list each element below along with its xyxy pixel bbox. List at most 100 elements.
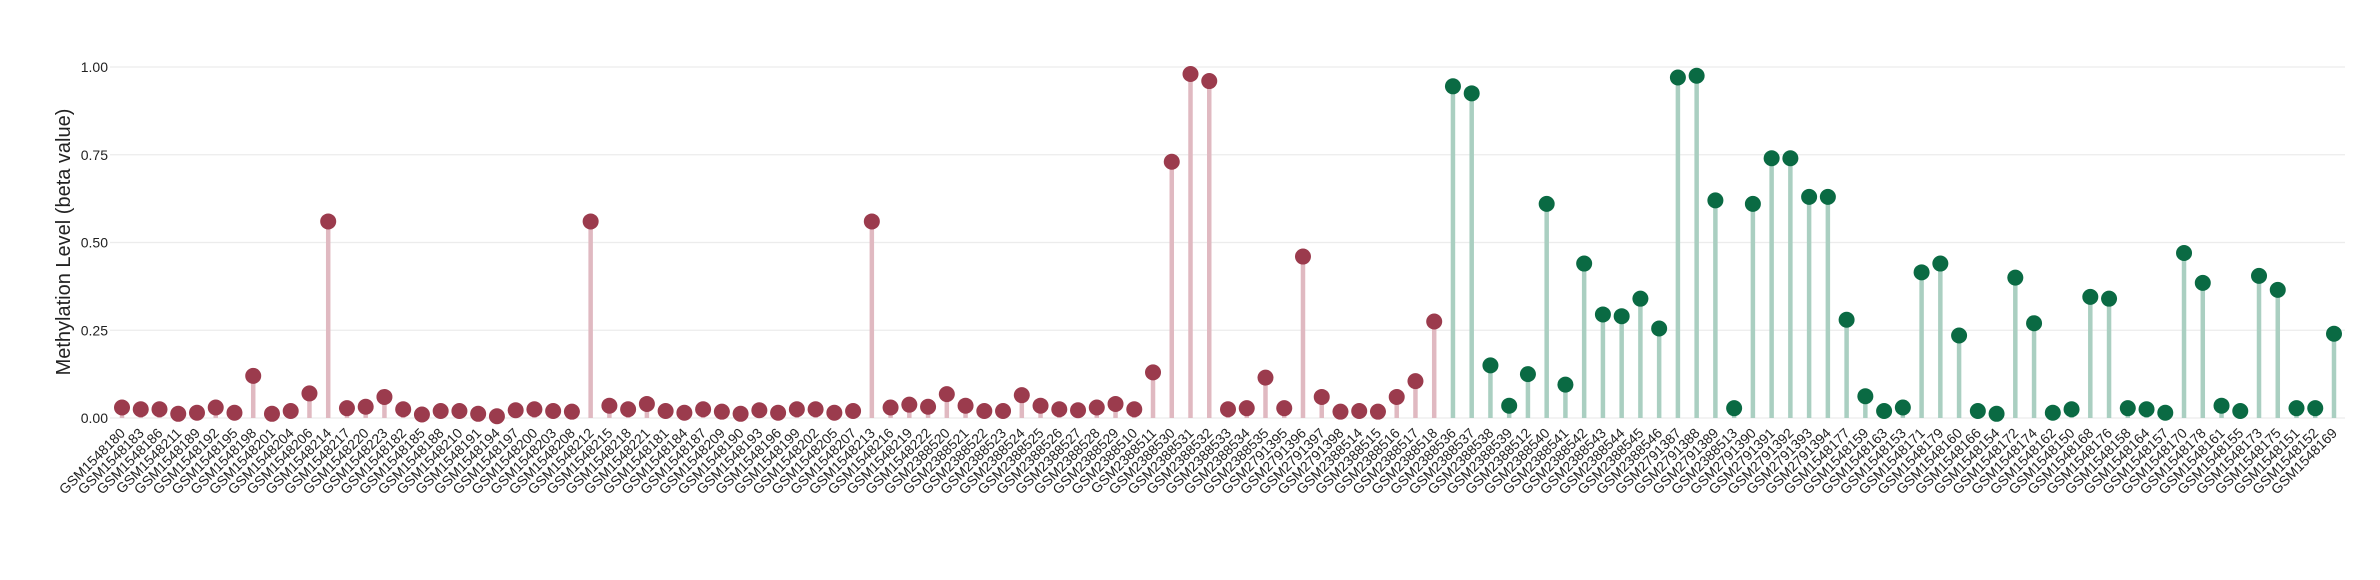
- dot: [2157, 404, 2174, 421]
- dot: [2288, 400, 2305, 417]
- dot: [1801, 188, 1818, 205]
- dot: [1332, 403, 1349, 420]
- dot: [1388, 388, 1405, 405]
- dot: [395, 401, 412, 418]
- dot: [1070, 402, 1087, 419]
- dot: [2194, 274, 2211, 291]
- dot: [1444, 78, 1461, 95]
- dot: [601, 397, 618, 414]
- dot: [2213, 397, 2230, 414]
- dot: [263, 405, 280, 422]
- dot: [245, 367, 262, 384]
- dot: [826, 404, 843, 421]
- dot: [2044, 404, 2061, 421]
- dot: [1369, 403, 1386, 420]
- dot: [713, 403, 730, 420]
- dot: [432, 402, 449, 419]
- dot: [2138, 401, 2155, 418]
- dot: [1838, 311, 1855, 328]
- dot: [1538, 195, 1555, 212]
- dot: [1126, 401, 1143, 418]
- dot: [2119, 400, 2136, 417]
- dot: [1482, 357, 1499, 374]
- dot: [1201, 73, 1218, 90]
- dot: [301, 385, 318, 402]
- dot: [1951, 327, 1968, 344]
- dot: [1463, 85, 1480, 102]
- dot: [507, 402, 524, 419]
- dot: [526, 401, 543, 418]
- dot: [1988, 405, 2005, 422]
- dot: [2326, 325, 2342, 342]
- dot: [1351, 402, 1368, 419]
- dot: [1276, 400, 1293, 417]
- dot: [470, 405, 487, 422]
- dot: [282, 402, 299, 419]
- dot: [1257, 369, 1274, 386]
- dot: [1557, 376, 1574, 393]
- dot: [1519, 366, 1536, 383]
- dot: [451, 402, 468, 419]
- dot: [2176, 245, 2193, 262]
- dot: [1426, 313, 1443, 330]
- dot: [976, 402, 993, 419]
- dot: [1088, 399, 1105, 416]
- dot: [770, 404, 787, 421]
- dot: [1594, 306, 1611, 323]
- dot: [207, 399, 224, 416]
- dot: [1407, 373, 1424, 390]
- dot: [1726, 400, 1743, 417]
- dot: [620, 401, 637, 418]
- dot: [863, 213, 880, 230]
- dot: [2307, 400, 2324, 417]
- dot: [170, 405, 187, 422]
- dot: [357, 398, 374, 415]
- dot: [845, 402, 862, 419]
- dot: [1876, 402, 1893, 419]
- y-tick-label: 0.00: [81, 410, 108, 426]
- dot: [1182, 66, 1199, 83]
- dot: [938, 386, 955, 403]
- dot: [2232, 402, 2249, 419]
- dot: [1220, 401, 1236, 418]
- dot: [1013, 387, 1030, 404]
- dot: [920, 398, 937, 415]
- dot: [751, 402, 768, 419]
- dot: [2269, 281, 2286, 298]
- dot: [376, 388, 393, 405]
- dot: [1238, 400, 1255, 417]
- dot: [657, 402, 674, 419]
- dot: [882, 399, 899, 416]
- dot: [1107, 395, 1124, 412]
- dot: [2251, 267, 2268, 284]
- dot: [1651, 320, 1668, 337]
- dot: [1819, 188, 1836, 205]
- y-tick-label: 0.75: [81, 147, 108, 163]
- dot: [132, 401, 149, 418]
- dot: [638, 395, 655, 412]
- dot: [1613, 308, 1630, 325]
- dot: [1145, 364, 1162, 381]
- dot: [1051, 401, 1068, 418]
- dot: [695, 401, 712, 418]
- dot: [676, 404, 693, 421]
- dot: [901, 396, 918, 413]
- y-axis-title: Methylation Level (beta value): [53, 109, 75, 376]
- dot: [1707, 192, 1724, 209]
- dot: [563, 403, 580, 420]
- dot: [1163, 153, 1180, 170]
- dot: [2026, 315, 2043, 332]
- dot: [1782, 150, 1799, 167]
- dot: [114, 399, 130, 416]
- dot: [413, 406, 430, 423]
- dot: [732, 405, 749, 422]
- dot: [1632, 290, 1649, 307]
- dot: [2082, 288, 2099, 305]
- dot: [226, 404, 243, 421]
- dot: [995, 402, 1012, 419]
- dot: [582, 213, 599, 230]
- dot: [1294, 248, 1311, 265]
- dot: [1576, 255, 1593, 272]
- y-tick-label: 0.50: [81, 235, 108, 251]
- dot: [2063, 401, 2080, 418]
